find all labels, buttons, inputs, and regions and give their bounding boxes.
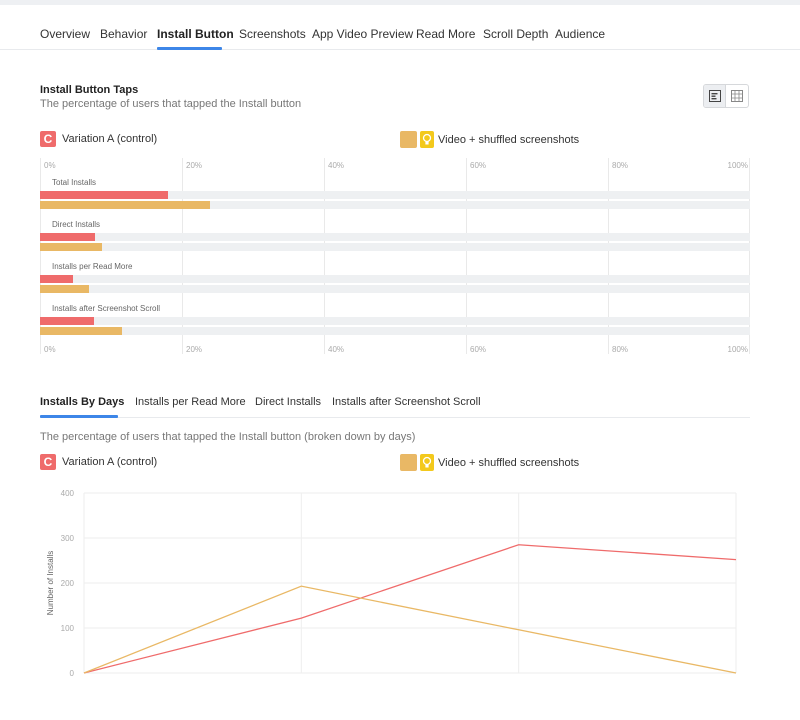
tab-installs-after-screenshot-scroll[interactable]: Installs after Screenshot Scroll: [332, 396, 481, 408]
legend-variant-label-2: Video + shuffled screenshots: [438, 456, 580, 469]
lightbulb-icon: [420, 454, 434, 471]
variant-color-swatch-2: [400, 454, 417, 471]
installs-tab-bar: Installs By Days Installs per Read More …: [40, 396, 750, 418]
y-tick-label: 0: [70, 669, 75, 678]
grid-icon[interactable]: [726, 85, 748, 107]
bar: [40, 201, 211, 209]
tab-audience[interactable]: Audience: [555, 27, 606, 41]
bar: [40, 327, 122, 335]
bar-track: [40, 201, 750, 209]
x-tick-label-bottom: 0%: [44, 345, 56, 354]
x-tick-label-bottom: 60%: [470, 345, 487, 354]
x-tick-label-top: 40%: [328, 161, 345, 170]
top-tab-bar: Overview Behavior Install Button Screens…: [0, 20, 800, 50]
y-axis-label: Number of Installs: [46, 551, 55, 615]
bar: [40, 233, 96, 241]
tab-screenshots[interactable]: Screenshots: [239, 27, 306, 41]
gridline: [749, 158, 750, 354]
bar-track: [40, 317, 750, 325]
tab-installs-per-read-more[interactable]: Installs per Read More: [135, 396, 246, 408]
tab-behavior[interactable]: Behavior: [100, 27, 148, 41]
variant-color-swatch: [400, 131, 417, 148]
bar: [40, 275, 73, 283]
gridline: [182, 158, 183, 354]
x-tick-label-top: 100%: [727, 161, 748, 170]
x-tick-label-bottom: 80%: [612, 345, 629, 354]
legend-control-label-2: Variation A (control): [62, 456, 158, 468]
bar-track: [40, 275, 750, 283]
view-toggle: [703, 84, 749, 108]
x-tick-label-bottom: 40%: [328, 345, 345, 354]
gridline: [40, 158, 41, 354]
legend-control: C Variation A (control): [40, 131, 157, 147]
control-badge: C: [40, 131, 56, 147]
bar-track: [40, 285, 750, 293]
y-tick-label: 300: [61, 534, 75, 543]
tab-install-button[interactable]: Install Button: [157, 27, 234, 41]
control-badge-2: C: [40, 454, 56, 470]
tab-read-more[interactable]: Read More: [416, 27, 476, 41]
category-label: Direct Installs: [52, 220, 101, 229]
category-label: Installs per Read More: [52, 262, 133, 271]
tab-app-video-preview[interactable]: App Video Preview: [312, 27, 414, 41]
series-line: [83, 585, 737, 674]
x-tick-label-top: 0%: [44, 161, 56, 170]
section-subtitle: The percentage of users that tapped the …: [40, 98, 302, 110]
active-tab-underline: [157, 47, 222, 50]
active-subtab-underline: [40, 415, 118, 418]
x-tick-label-bottom: 20%: [186, 345, 203, 354]
install-taps-bar-chart: 0% 0% 20% 20% 40% 40% 60% 60% 80% 80% 100% 100% Tota…: [40, 158, 750, 356]
gridline: [608, 158, 609, 354]
legend-control-label: Variation A (control): [62, 133, 158, 145]
section2-subtitle: The percentage of users that tapped the …: [40, 431, 416, 443]
bar: [40, 191, 168, 199]
legend-control-2: C Variation A (control): [40, 454, 157, 470]
bar-track: [40, 233, 750, 241]
bar: [40, 243, 102, 251]
gridline: [324, 158, 325, 354]
x-tick-label-top: 60%: [470, 161, 487, 170]
y-tick-label: 200: [61, 579, 75, 588]
tab-direct-installs[interactable]: Direct Installs: [255, 396, 322, 408]
series-line: [83, 544, 737, 674]
bar-track: [40, 191, 750, 199]
x-tick-label-top: 80%: [612, 161, 629, 170]
legend-variant-label: Video + shuffled screenshots: [438, 133, 580, 146]
bar-list-icon[interactable]: [704, 85, 727, 107]
installs-by-days-line-chart: 0 100 200 300 400 Number of Installs: [46, 489, 737, 678]
bar: [40, 285, 89, 293]
tab-installs-by-days[interactable]: Installs By Days: [40, 396, 125, 408]
x-tick-label-bottom: 100%: [727, 345, 748, 354]
bar-track: [40, 327, 750, 335]
y-tick-label: 400: [61, 489, 75, 498]
x-tick-label-top: 20%: [186, 161, 203, 170]
category-label: Total Installs: [52, 178, 97, 187]
gridline: [466, 158, 467, 354]
section-title: Install Button Taps: [40, 84, 139, 96]
bar: [40, 317, 94, 325]
lightbulb-icon: [420, 131, 434, 148]
tab-overview[interactable]: Overview: [40, 27, 91, 41]
top-strip: [0, 0, 800, 5]
bar-track: [40, 243, 750, 251]
category-label: Installs after Screenshot Scroll: [52, 304, 161, 313]
y-tick-label: 100: [61, 624, 75, 633]
legend-variant-2: Video + shuffled screenshots: [400, 454, 579, 471]
tab-scroll-depth[interactable]: Scroll Depth: [483, 27, 549, 41]
legend-variant: Video + shuffled screenshots: [400, 131, 579, 148]
